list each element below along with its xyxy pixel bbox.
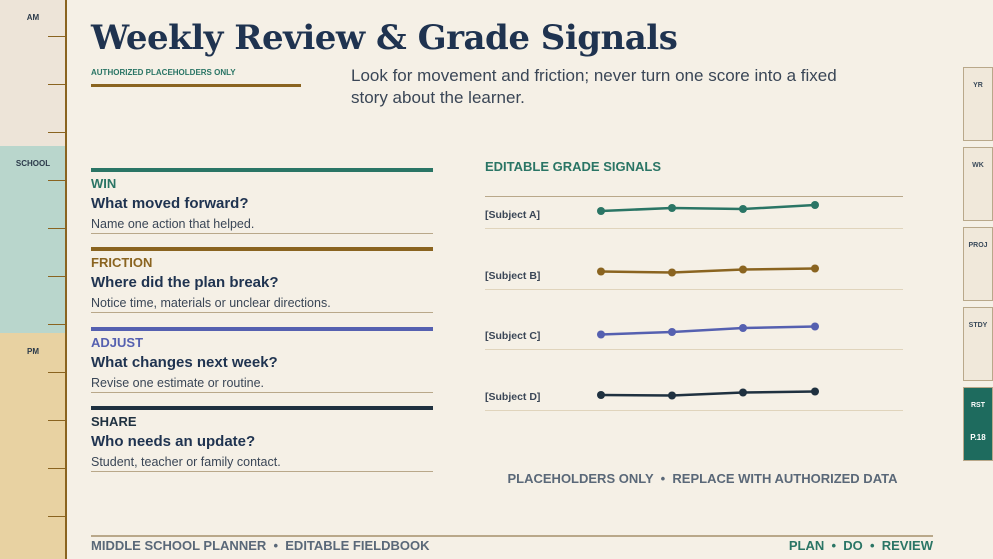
row-rule (485, 228, 903, 229)
section-question: Who needs an update? (91, 432, 256, 450)
section-prompt: Notice time, materials or unclear direct… (91, 296, 331, 311)
sparkline (600, 390, 816, 397)
section-rule (91, 326, 433, 331)
signal-point (811, 387, 819, 396)
tab[interactable]: PROJ (963, 227, 993, 301)
tab[interactable]: STDY (963, 307, 993, 381)
signal-point (811, 264, 819, 273)
section-label: FRICTION (91, 255, 153, 271)
subject-label: [Subject C] (485, 330, 541, 342)
footer-left: MIDDLE SCHOOL PLANNER • EDITABLE FIELDBO… (91, 538, 430, 553)
signal-point (739, 205, 747, 213)
subject-label: [Subject B] (485, 269, 541, 282)
signal-point (811, 201, 819, 209)
rail-tick (48, 180, 66, 181)
signal-point (668, 328, 676, 336)
rail-tick (48, 132, 66, 133)
signal-point (739, 388, 747, 397)
section-label: SHARE (91, 413, 137, 429)
rail-tick (48, 420, 66, 421)
section-rule (91, 168, 433, 172)
rail-tick (48, 372, 66, 373)
rail-tick (48, 516, 66, 517)
section-underline (91, 391, 433, 393)
subject-label: [Subject A] (485, 209, 541, 221)
tab[interactable]: RST (963, 387, 993, 461)
tab[interactable]: WK (963, 147, 993, 221)
rail-am (0, 0, 66, 146)
rail-tick (48, 36, 66, 37)
signal-point (597, 391, 605, 399)
row-rule (485, 288, 903, 290)
section-rule (91, 405, 433, 410)
signals-note: PLACEHOLDERS ONLY • REPLACE WITH AUTHORI… (507, 471, 898, 486)
section-prompt: Student, teacher or family contact. (91, 454, 281, 469)
signal-point (668, 268, 676, 277)
signals-rule (485, 196, 903, 197)
rail-label: PM (27, 347, 39, 356)
signal-point (811, 322, 819, 331)
signal-point (668, 391, 676, 400)
footer-right: PLAN • DO • REVIEW (788, 538, 933, 553)
rail-pm (0, 333, 66, 559)
section-prompt: Name one action that helped. (91, 217, 255, 231)
section-underline (91, 233, 433, 234)
signal-point (597, 207, 605, 215)
signal-point (597, 267, 605, 276)
section-prompt: Revise one estimate or routine. (91, 375, 265, 390)
signal-point (597, 330, 605, 339)
section-question: What moved forward? (91, 195, 249, 212)
tag-rule (91, 84, 301, 87)
section-question: Where did the plan break? (91, 274, 279, 292)
title: Weekly Review & Grade Signals (91, 18, 678, 58)
signal-point (739, 324, 747, 332)
sparkline (600, 325, 816, 336)
section-question: What changes next week? (91, 353, 278, 371)
signal-point (668, 204, 676, 212)
tag: AUTHORIZED PLACEHOLDERS ONLY (91, 68, 236, 77)
signal-point (739, 265, 747, 274)
section-label: WIN (91, 176, 117, 191)
rail-tick (48, 276, 66, 277)
rail-school (0, 146, 66, 333)
sparkline (600, 267, 816, 274)
rail-line (65, 0, 67, 559)
tab[interactable]: YR (963, 67, 993, 141)
sparkline (600, 203, 816, 213)
subject-label: [Subject D] (485, 390, 541, 403)
rail-tick (48, 324, 66, 325)
rail-tick (48, 228, 66, 229)
section-rule (91, 247, 433, 252)
section-underline (91, 312, 433, 314)
rail-tick (48, 468, 66, 469)
rail-label: SCHOOL (15, 159, 51, 168)
section-underline (91, 470, 433, 472)
signals-heading: EDITABLE GRADE SIGNALS (485, 159, 661, 174)
lede: Look for movement and friction; never tu… (351, 66, 837, 107)
page-number: P.18 (970, 433, 986, 442)
rail-tick (48, 84, 66, 85)
rail-label: AM (26, 13, 40, 22)
row-rule (485, 349, 903, 350)
row-rule (485, 409, 903, 411)
footer-rule (91, 535, 933, 537)
section-label: ADJUST (91, 334, 144, 350)
